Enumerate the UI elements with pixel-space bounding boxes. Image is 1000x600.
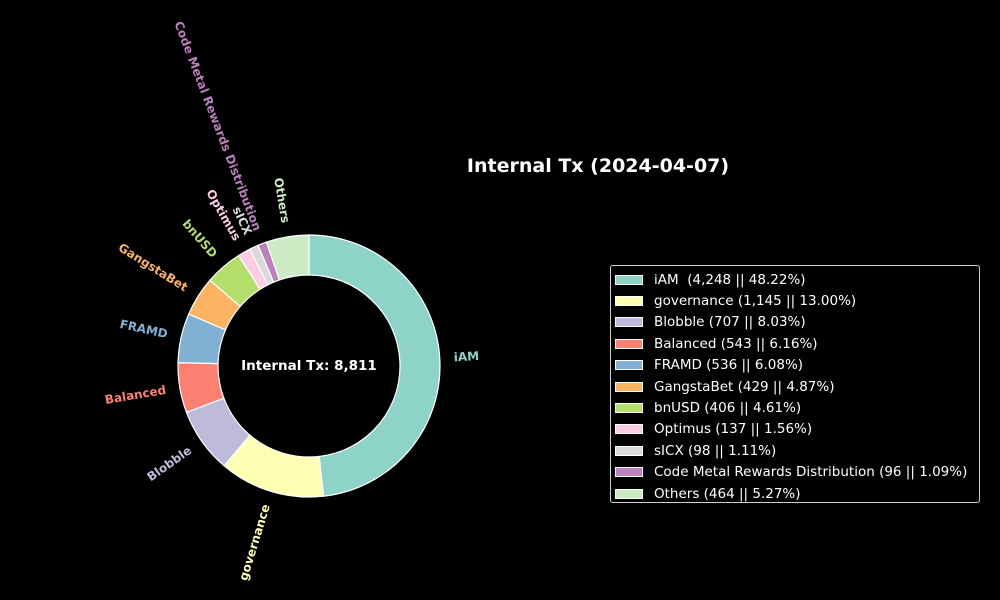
chart-title: Internal Tx (2024-04-07) <box>466 155 730 177</box>
pie-slice-others <box>265 234 310 281</box>
slice-label-balanced: Balanced <box>104 383 167 407</box>
legend-item: FRAMD (536 || 6.08%) <box>615 355 979 376</box>
legend-swatch <box>615 424 643 435</box>
legend-label: Code Metal Rewards Distribution (96 || 1… <box>654 464 968 481</box>
slice-label-gangstabet: GangstaBet <box>116 240 191 294</box>
legend: iAM (4,248 || 48.22%) governance (1,145 |… <box>610 265 980 503</box>
legend-swatch <box>615 381 643 392</box>
slice-label-others: Others <box>271 177 292 224</box>
legend-label: sICX (98 || 1.11%) <box>654 442 777 459</box>
legend-label: iAM (4,248 || 48.22%) <box>654 271 806 288</box>
legend-label: governance (1,145 || 13.00%) <box>654 293 857 310</box>
legend-label: GangstaBet (429 || 4.87%) <box>654 378 835 395</box>
legend-swatch <box>615 296 643 307</box>
legend-item: Code Metal Rewards Distribution (96 || 1… <box>615 462 979 483</box>
legend-item: sICX (98 || 1.11%) <box>615 440 979 461</box>
legend-label: bnUSD (406 || 4.61%) <box>654 400 802 417</box>
legend-item: governance (1,145 || 13.00%) <box>615 290 979 311</box>
slice-label-bnusd: bnUSD <box>180 217 220 261</box>
legend-swatch <box>615 360 643 371</box>
legend-item: Balanced (543 || 6.16%) <box>615 333 979 354</box>
legend-label: Optimus (137 || 1.56%) <box>654 421 813 438</box>
legend-swatch <box>615 338 643 349</box>
legend-swatch <box>615 317 643 328</box>
legend-swatch <box>615 467 643 478</box>
center-total-label: Internal Tx: 8,811 <box>241 358 377 374</box>
legend-label: Balanced (543 || 6.16%) <box>654 335 818 352</box>
slice-label-framd: FRAMD <box>119 317 170 341</box>
slice-label-iam: iAM <box>453 349 479 364</box>
legend-item: Optimus (137 || 1.56%) <box>615 419 979 440</box>
slice-label-governance: governance <box>236 502 273 582</box>
slice-label-blobble: Blobble <box>144 443 194 484</box>
legend-swatch <box>615 403 643 414</box>
legend-swatch <box>615 445 643 456</box>
pie-slice-iam <box>308 234 441 497</box>
legend-item: bnUSD (406 || 4.61%) <box>615 397 979 418</box>
legend-item: Others (464 || 5.27%) <box>615 483 979 504</box>
legend-label: Blobble (707 || 8.03%) <box>654 314 806 331</box>
legend-swatch <box>615 274 643 285</box>
legend-swatch <box>615 488 643 499</box>
legend-label: Others (464 || 5.27%) <box>654 485 801 502</box>
legend-item: iAM (4,248 || 48.22%) <box>615 269 979 290</box>
legend-item: Blobble (707 || 8.03%) <box>615 312 979 333</box>
legend-item: GangstaBet (429 || 4.87%) <box>615 376 979 397</box>
legend-label: FRAMD (536 || 6.08%) <box>654 357 804 374</box>
